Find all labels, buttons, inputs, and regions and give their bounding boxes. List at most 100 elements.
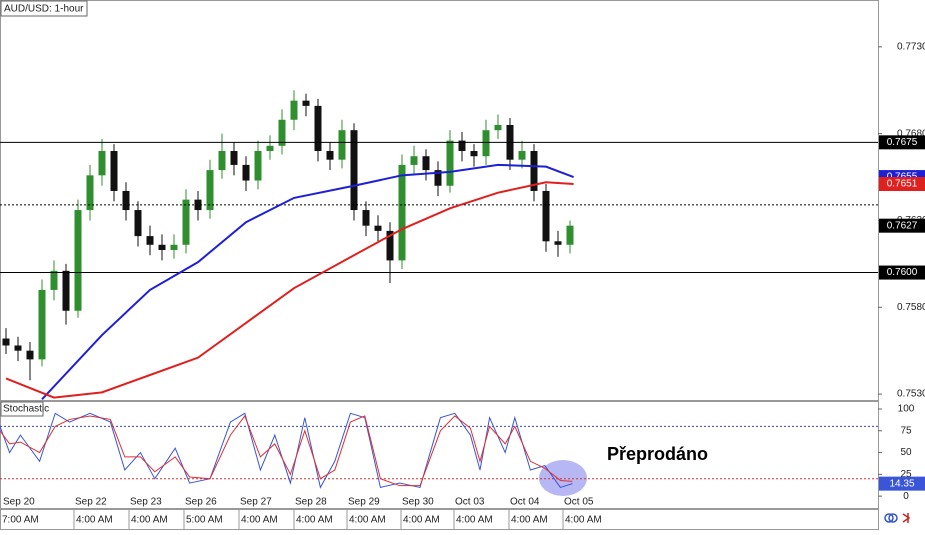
candle-body — [26, 350, 34, 360]
date-label: Sep 22 — [75, 497, 107, 508]
time-label: 4:00 AM — [403, 515, 440, 526]
candle-body — [530, 151, 538, 191]
y-tick-label: 100 — [898, 404, 915, 415]
indicator-line — [41, 163, 574, 400]
price-tag-label: 0.7627 — [887, 220, 918, 231]
time-label: 4:00 AM — [349, 515, 386, 526]
date-label: Oct 04 — [510, 497, 540, 508]
y-tick-label: 0.7730 — [897, 41, 925, 52]
candle-body — [218, 151, 226, 171]
candle-body — [458, 140, 466, 152]
indicator-box — [0, 401, 44, 417]
candle-body — [566, 225, 574, 245]
date-label: Sep 23 — [130, 497, 162, 508]
date-label: Sep 27 — [240, 497, 272, 508]
time-label: 4:00 AM — [76, 515, 113, 526]
candle-body — [482, 130, 490, 157]
price-panel — [0, 0, 879, 401]
candle-body — [410, 156, 418, 165]
candle-body — [302, 100, 310, 106]
price-tag-label: 0.7651 — [887, 179, 918, 190]
title-box — [0, 0, 88, 17]
price-tag — [879, 135, 925, 150]
candle-body — [518, 151, 526, 160]
time-label: 4:00 AM — [456, 515, 493, 526]
time-label: 7:00 AM — [2, 515, 39, 526]
price-tag-label: 0.7675 — [887, 137, 918, 148]
candle-body — [338, 130, 346, 160]
indicator-line — [5, 181, 574, 399]
date-label: Sep 28 — [295, 497, 327, 508]
date-label: Oct 03 — [455, 497, 485, 508]
candle-body — [158, 244, 166, 250]
candle-body — [86, 175, 94, 211]
price-tag — [879, 177, 925, 192]
candle-body — [266, 145, 274, 152]
candle-body — [98, 151, 106, 176]
link-icon[interactable] — [884, 513, 894, 523]
candle-body — [242, 164, 250, 181]
y-tick-label: 25 — [900, 469, 912, 480]
date-label: Sep 26 — [185, 497, 217, 508]
candle-body — [290, 100, 298, 120]
candle-body — [398, 164, 406, 261]
candle-body — [254, 151, 262, 181]
candle-body — [38, 289, 46, 360]
time-label: 4:00 AM — [565, 515, 602, 526]
candle-body — [74, 210, 82, 311]
candle-body — [314, 105, 322, 152]
candle-body — [230, 151, 238, 165]
link-icon[interactable] — [888, 513, 898, 523]
time-label: 4:00 AM — [511, 515, 548, 526]
candle-body — [134, 210, 142, 237]
candle-body — [350, 130, 358, 211]
price-tag — [879, 265, 925, 280]
time-label: 5:00 AM — [186, 515, 223, 526]
candle-body — [386, 230, 394, 261]
date-label: Sep 20 — [3, 497, 35, 508]
toolbar-icons[interactable] — [884, 513, 911, 523]
candle-body — [14, 345, 22, 351]
candle-body — [62, 270, 70, 311]
candle-body — [50, 270, 58, 290]
indicator-line — [0, 414, 573, 487]
y-tick-label: 0.7680 — [897, 128, 925, 139]
time-label: 4:00 AM — [131, 515, 168, 526]
candle-body — [494, 124, 502, 131]
highlight-ellipse — [539, 460, 587, 496]
candle-body — [434, 170, 442, 186]
candle-body — [542, 190, 550, 242]
annotation: Přeprodáno — [607, 444, 708, 464]
candle-body — [326, 151, 334, 160]
candle-body — [122, 190, 130, 211]
y-tick-label: 75 — [900, 425, 912, 436]
price-tag — [879, 476, 925, 491]
indicator-line — [0, 412, 573, 489]
date-label: Oct 05 — [564, 497, 594, 508]
candle-body — [2, 338, 10, 346]
date-label: Sep 29 — [348, 497, 380, 508]
indicator-title: Stochastic — [3, 404, 49, 415]
chart-title: AUD/USD: 1-hour — [4, 4, 84, 15]
price-tag-label: 14.35 — [889, 478, 914, 489]
candle-body — [146, 236, 154, 245]
jump-icon[interactable] — [902, 513, 911, 523]
candle-body — [206, 170, 214, 211]
candle-body — [554, 241, 562, 245]
candle-body — [446, 140, 454, 186]
candle-body — [278, 119, 286, 146]
price-tag — [879, 218, 925, 233]
y-tick-label: 0.7530 — [897, 389, 925, 400]
time-label: 4:00 AM — [241, 515, 278, 526]
y-tick-label: 0 — [903, 491, 909, 502]
candle-body — [470, 151, 478, 157]
candle-body — [422, 156, 430, 171]
y-tick-label: 0.7580 — [897, 302, 925, 313]
candle-body — [362, 210, 370, 226]
candle-body — [374, 225, 382, 231]
y-tick-label: 50 — [900, 447, 912, 458]
candle-body — [182, 199, 190, 245]
time-label: 4:00 AM — [296, 515, 333, 526]
stochastic-panel — [0, 401, 879, 509]
